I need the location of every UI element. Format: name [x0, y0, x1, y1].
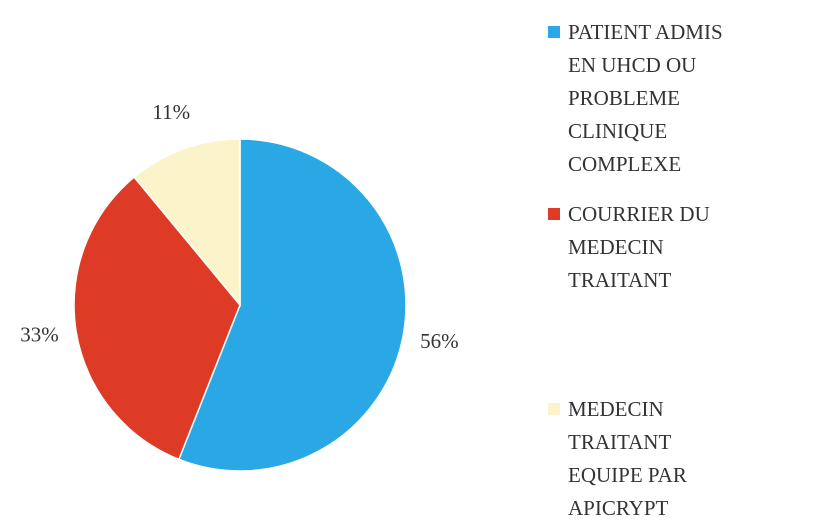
data-label: 11% [152, 100, 190, 124]
pie-slice [177, 138, 407, 472]
data-label: 56% [420, 329, 459, 353]
data-label: 33% [20, 323, 59, 347]
pie-slice [133, 138, 241, 308]
pie-slice [73, 176, 241, 461]
legend-swatch [548, 208, 560, 220]
legend-item: COURRIER DU MEDECIN TRAITANT [548, 198, 748, 297]
legend-label: PATIENT ADMIS EN UHCD OU PROBLEME CLINIQ… [568, 20, 723, 176]
legend-item: PATIENT ADMIS EN UHCD OU PROBLEME CLINIQ… [548, 16, 748, 181]
legend-label: MEDECIN TRAITANT EQUIPE PAR APICRYPT [568, 397, 687, 520]
legend-item: MEDECIN TRAITANT EQUIPE PAR APICRYPT [548, 393, 748, 524]
legend-label: COURRIER DU MEDECIN TRAITANT [568, 202, 710, 292]
legend-swatch [548, 403, 560, 415]
legend-swatch [548, 26, 560, 38]
